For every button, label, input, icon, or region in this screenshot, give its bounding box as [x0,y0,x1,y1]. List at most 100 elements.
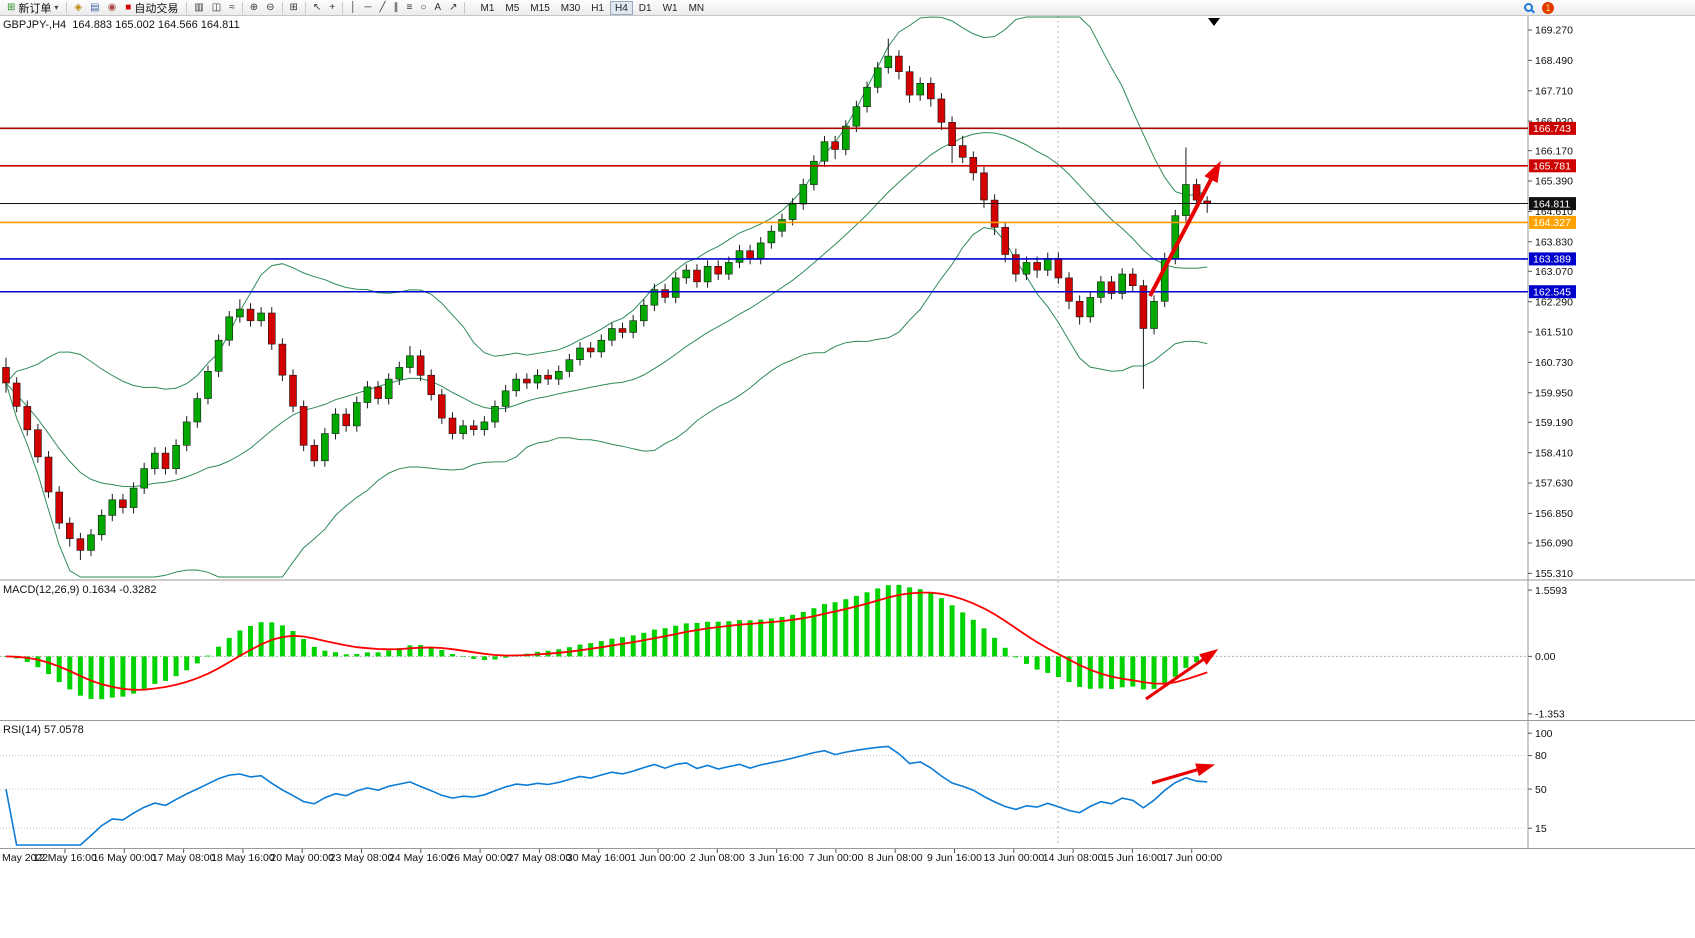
timeframe-h1-button[interactable]: H1 [591,2,604,14]
timeframe-mn-button[interactable]: MN [688,2,705,14]
candle-body [278,343,287,376]
toolbar-separator [66,1,68,14]
candle-body [1033,262,1041,271]
candle-body [661,289,669,298]
price-tick: 158.410 [1535,447,1573,459]
timeframe-m1-button[interactable]: M1 [480,2,495,14]
shapes-icon[interactable]: ○ [420,1,427,13]
equidistant-channel-icon[interactable]: ∥ [393,1,399,13]
timeframe-d1-button[interactable]: D1 [638,2,652,14]
candle-body [703,265,712,283]
zoom-in-icon[interactable]: ⊕ [249,1,259,13]
horizontal-levels[interactable] [0,127,1528,293]
candle-body [1118,273,1126,294]
bid-price-badge [1529,197,1576,211]
candle-body [129,487,138,508]
candlestick-chart-icon[interactable]: ◫ [211,1,222,13]
candle-body [873,67,882,88]
candle-body [1107,281,1116,294]
candle-body [831,141,839,150]
candle-body [1043,258,1052,271]
price-badges: 166.743 165.781 164.327 163.389 162.545 164.8… [1529,121,1576,299]
candle-body [352,402,361,427]
chart-shift-marker[interactable] [1208,18,1220,26]
rsi-tick: 15 [1535,823,1547,835]
candle-body [544,374,552,380]
candle-body [948,122,956,147]
timeframe-toolbar: M1 M5 M15 M30 H1 H4 D1 W1 MN [475,0,709,15]
tile-windows-icon[interactable]: ⊞ [289,1,298,13]
candle-body [299,406,308,446]
candle-body [618,328,627,333]
timeframe-w1-button[interactable]: W1 [662,2,678,14]
timeframe-m30-button[interactable]: M30 [560,2,581,14]
line-chart-icon[interactable]: ≈ [229,1,235,13]
candle-body [76,538,85,551]
time-tick: May 2022 [2,852,48,864]
bar-chart-icon[interactable]: ▥ [194,1,204,13]
arrows-tool-icon[interactable]: ↗ [449,1,458,13]
candle-body [1022,262,1031,275]
crosshair-icon[interactable]: + [329,1,336,13]
candle-body [980,172,988,201]
candle-body [958,145,967,158]
time-tick: 18 May 16:00 [211,852,275,864]
macd-axis[interactable]: 1.5593 0.00 -1.353 [1528,585,1567,721]
time-tick: 14 Jun 08:00 [1043,852,1104,864]
timeframe-m5-button[interactable]: M5 [505,2,520,14]
candle-body [267,312,276,345]
candle-body [321,433,329,462]
trend-arrow-head [1195,763,1215,777]
candle-body [1065,277,1073,302]
candle-body [416,355,425,376]
profiles-icon[interactable]: ▤ [90,1,100,13]
candle-body [427,374,436,396]
macd-tick: -1.353 [1535,709,1565,721]
rsi-tick: 80 [1535,750,1547,762]
candle-body [1086,297,1095,318]
vertical-line-icon[interactable]: │ [350,1,357,13]
rsi-axis[interactable]: 100 80 50 15 [0,728,1553,835]
time-tick: 30 May 16:00 [567,852,631,864]
text-icon[interactable]: A [434,1,442,13]
candle-body [480,421,489,430]
cursor-icon[interactable]: ↖ [312,1,322,13]
search-icon[interactable] [1524,3,1533,12]
trend-arrows[interactable] [1145,160,1221,785]
candle-body [448,417,457,434]
fibonacci-icon[interactable]: ≡ [406,1,413,13]
candle-body [916,83,925,96]
toolbar-separator [464,1,466,14]
candle-body [1001,227,1010,255]
candle-body [693,269,701,283]
timeframe-m15-button[interactable]: M15 [530,2,550,14]
toolbar-separator [186,1,188,14]
candle-body [650,289,659,306]
toolbar: ⊞ 新订单 ▾ ◈ ▤ ◉ ■ 自动交易 ▥ ◫ ≈ ⊕ ⊖ ⊞ ↖ + │ ─ ╱ ∥ ≡ ○ A ↗ M1 M5 M15 M30 H… [0,0,1695,16]
svg-text:164.811: 164.811 [1533,198,1570,210]
timeframe-h4-button[interactable]: H4 [610,0,633,15]
svg-text:166.743: 166.743 [1533,123,1571,135]
toolbar-separator [241,1,243,14]
rsi-line [5,745,1208,846]
notification-badge[interactable]: 1 [1542,1,1554,14]
rsi-tick: 50 [1535,784,1547,796]
compass-icon[interactable]: ◈ [74,1,83,13]
trendline-icon[interactable]: ╱ [379,1,386,13]
candle-body [682,269,691,279]
candle-body [2,367,10,384]
zoom-out-icon[interactable]: ⊖ [266,1,275,13]
price-tick: 156.090 [1535,538,1573,550]
time-tick: 26 May 00:00 [448,852,512,864]
candle-body [310,444,319,462]
candle-body [597,339,606,353]
time-tick: 3 Jun 16:00 [749,852,804,864]
alerts-icon[interactable]: ◉ [107,1,117,13]
candle-body [97,514,106,536]
price-tick: 160.730 [1535,357,1573,369]
new-order-button[interactable]: ⊞ 新订单 ▾ [3,1,62,15]
horizontal-line-icon[interactable]: ─ [364,1,372,13]
autotrading-button[interactable]: ■ 自动交易 [121,1,182,15]
